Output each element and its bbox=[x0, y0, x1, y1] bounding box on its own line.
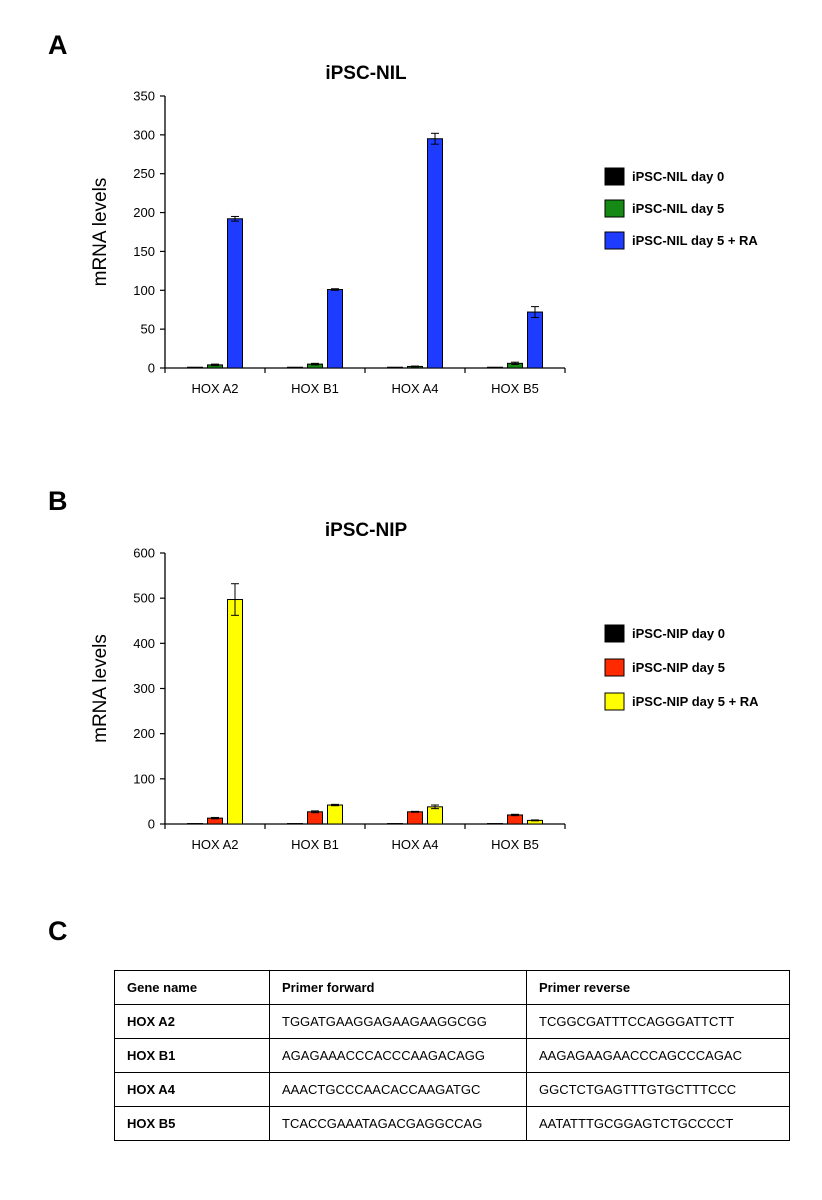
x-tick-label: HOX B5 bbox=[491, 837, 539, 852]
x-tick-label: HOX A4 bbox=[392, 837, 439, 852]
primer-reverse-cell: AAGAGAAGAACCCAGCCCAGAC bbox=[526, 1038, 790, 1073]
table-row: HOX A4 AAACTGCCCAACACCAAGATGC GGCTCTGAGT… bbox=[114, 1072, 790, 1107]
legend-swatch bbox=[604, 231, 625, 250]
legend-label: iPSC-NIL day 5 bbox=[632, 201, 724, 216]
bar bbox=[287, 366, 303, 369]
bar bbox=[407, 811, 423, 825]
x-tick-label: HOX A2 bbox=[192, 837, 239, 852]
y-tick-label: 600 bbox=[133, 546, 155, 561]
bar bbox=[427, 806, 443, 825]
y-axis-label: mRNA levels bbox=[90, 634, 111, 743]
x-tick-label: HOX B1 bbox=[291, 837, 339, 852]
legend-label: iPSC-NIL day 5 + RA bbox=[632, 233, 758, 248]
legend-label: iPSC-NIL day 0 bbox=[632, 169, 724, 184]
bar bbox=[327, 804, 343, 825]
primer-table: Gene name Primer forward Primer reverse … bbox=[114, 970, 790, 1141]
y-tick-label: 350 bbox=[133, 89, 155, 104]
legend-label: iPSC-NIP day 5 bbox=[632, 660, 725, 675]
column-header-primer-forward: Primer forward bbox=[269, 970, 527, 1005]
primer-forward-cell: AGAGAAACCCACCCAAGACAGG bbox=[269, 1038, 527, 1073]
x-tick-label: HOX B1 bbox=[291, 381, 339, 396]
y-tick-label: 200 bbox=[133, 726, 155, 741]
primer-reverse-cell: GGCTCTGAGTTTGTGCTTTCCC bbox=[526, 1072, 790, 1107]
gene-name-cell: HOX A4 bbox=[114, 1072, 270, 1107]
chart-title: iPSC-NIP bbox=[325, 520, 408, 541]
bar bbox=[487, 366, 503, 369]
panel-label-a: A bbox=[48, 30, 68, 60]
panel-label-c: C bbox=[48, 916, 68, 946]
primer-reverse-cell: TCGGCGATTTCCAGGGATTCTT bbox=[526, 1004, 790, 1039]
bar bbox=[187, 366, 203, 369]
primer-forward-cell: TCACCGAAATAGACGAGGCCAG bbox=[269, 1106, 527, 1141]
primer-reverse-cell: AATATTTGCGGAGTCTGCCCCT bbox=[526, 1106, 790, 1141]
gene-name-cell: HOX A2 bbox=[114, 1004, 270, 1039]
bar bbox=[387, 366, 403, 369]
y-tick-label: 300 bbox=[133, 127, 155, 142]
legend-swatch bbox=[604, 199, 625, 218]
x-tick-label: HOX A2 bbox=[192, 381, 239, 396]
y-tick-label: 150 bbox=[133, 244, 155, 259]
y-tick-label: 300 bbox=[133, 681, 155, 696]
legend-swatch bbox=[604, 167, 625, 186]
panel-label-b: B bbox=[48, 486, 68, 516]
legend-swatch bbox=[604, 658, 625, 677]
bar bbox=[307, 811, 323, 825]
y-tick-label: 400 bbox=[133, 636, 155, 651]
y-tick-label: 0 bbox=[148, 361, 155, 376]
legend-swatch bbox=[604, 692, 625, 711]
y-tick-label: 200 bbox=[133, 205, 155, 220]
legend-swatch bbox=[604, 624, 625, 643]
legend-label: iPSC-NIP day 5 + RA bbox=[632, 694, 759, 709]
column-header-gene-name: Gene name bbox=[114, 970, 270, 1005]
y-tick-label: 500 bbox=[133, 591, 155, 606]
table-row: HOX A2 TGGATGAAGGAGAAGAAGGCGG TCGGCGATTT… bbox=[114, 1004, 790, 1039]
legend-label: iPSC-NIP day 0 bbox=[632, 626, 725, 641]
bar bbox=[507, 814, 523, 825]
y-axis-label: mRNA levels bbox=[90, 178, 111, 287]
y-tick-label: 0 bbox=[148, 817, 155, 832]
table-row: HOX B1 AGAGAAACCCACCCAAGACAGG AAGAGAAGAA… bbox=[114, 1038, 790, 1073]
x-tick-label: HOX A4 bbox=[392, 381, 439, 396]
chart-title: iPSC-NIL bbox=[325, 63, 407, 84]
gene-name-cell: HOX B1 bbox=[114, 1038, 270, 1073]
column-header-primer-reverse: Primer reverse bbox=[526, 970, 790, 1005]
primer-forward-cell: TGGATGAAGGAGAAGAAGGCGG bbox=[269, 1004, 527, 1039]
gene-name-cell: HOX B5 bbox=[114, 1106, 270, 1141]
primer-forward-cell: AAACTGCCCAACACCAAGATGC bbox=[269, 1072, 527, 1107]
table-header-row: Gene name Primer forward Primer reverse bbox=[114, 970, 790, 1005]
chart-ipsc-nil: iPSC-NIL mRNA levels 0 50 100 150 200 250 300 350… bbox=[90, 63, 758, 396]
y-tick-label: 50 bbox=[141, 322, 155, 337]
y-tick-label: 100 bbox=[133, 771, 155, 786]
x-tick-label: HOX B5 bbox=[491, 381, 539, 396]
table-row: HOX B5 TCACCGAAATAGACGAGGCCAG AATATTTGCG… bbox=[114, 1106, 790, 1141]
y-tick-label: 250 bbox=[133, 166, 155, 181]
bar bbox=[227, 599, 243, 825]
y-tick-label: 100 bbox=[133, 283, 155, 298]
chart-ipsc-nip: iPSC-NIP mRNA levels 0 100 200 300 400 500 600 HO… bbox=[90, 520, 759, 852]
